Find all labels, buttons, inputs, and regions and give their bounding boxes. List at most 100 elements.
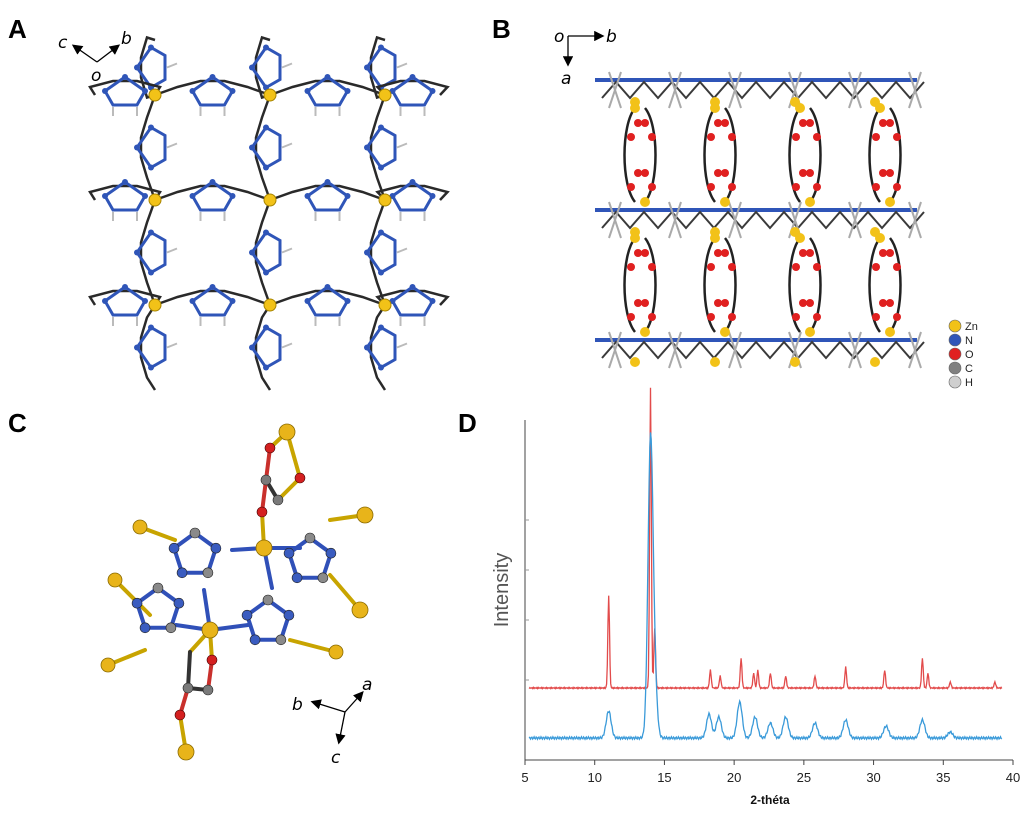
zn-atom	[630, 357, 640, 367]
o-atom	[728, 263, 736, 271]
zn-atom	[640, 197, 650, 207]
ring-atom	[189, 527, 201, 539]
n-atom	[148, 269, 154, 276]
bond	[269, 289, 386, 307]
n-atom	[142, 298, 148, 304]
o-atom	[879, 249, 887, 257]
zn-atom	[255, 539, 273, 557]
ring	[365, 125, 397, 170]
pillar-bond	[623, 107, 637, 203]
triazole-ring	[286, 535, 334, 580]
h-bond	[848, 71, 862, 109]
zn-atom	[640, 327, 650, 337]
n-atom	[378, 324, 384, 331]
n-atom	[429, 298, 436, 304]
h-bond	[166, 342, 178, 349]
bond	[186, 650, 192, 690]
o-atom	[872, 313, 880, 321]
panel-label-a: A	[8, 14, 27, 44]
zn-atom	[351, 601, 369, 619]
o-atom	[721, 299, 729, 307]
ring-atom	[262, 594, 274, 606]
x-tick-label: 10	[587, 770, 601, 785]
panel-label-d: D	[458, 408, 477, 438]
h-bond	[728, 71, 742, 109]
bond	[369, 35, 386, 100]
c-atom	[182, 682, 194, 694]
x-tick-label: 25	[797, 770, 811, 785]
o-atom	[792, 133, 800, 141]
x-tick-label: 35	[936, 770, 950, 785]
ring-atom	[152, 582, 164, 594]
bond	[88, 184, 162, 201]
o-atom	[879, 169, 887, 177]
ring	[103, 75, 147, 107]
h-bond	[281, 142, 293, 149]
h-bond	[908, 331, 922, 369]
bond	[369, 94, 387, 201]
o-atom	[872, 133, 880, 141]
bond	[154, 289, 271, 307]
zn-atom	[875, 103, 885, 113]
pillar-bond	[788, 237, 802, 333]
n-atom	[229, 298, 236, 304]
o-atom	[714, 169, 722, 177]
o-atom	[627, 263, 635, 271]
n-atom	[324, 74, 331, 80]
pillar-bond	[868, 237, 882, 333]
zn-atom	[885, 197, 895, 207]
bond	[254, 35, 271, 100]
o-atom	[813, 183, 821, 191]
pillar-bond	[623, 237, 637, 333]
axis-b-label-b: b	[606, 27, 617, 47]
zn-atom	[148, 88, 162, 102]
legend-label: O	[965, 349, 974, 361]
o-atom	[721, 249, 729, 257]
o-atom	[648, 183, 656, 191]
zn-atom	[278, 423, 296, 441]
o-atom	[641, 119, 649, 127]
axis-c-label-a: c	[58, 33, 68, 53]
h-bond	[281, 247, 293, 254]
zn-atom	[148, 193, 162, 207]
series-line-red	[528, 387, 1003, 690]
ring-atom	[283, 609, 295, 621]
n-atom	[209, 74, 216, 80]
axis-b-label-a: b	[121, 29, 132, 49]
o-atom	[627, 313, 635, 321]
o-atom	[806, 119, 814, 127]
h-bond	[848, 331, 862, 369]
o-atom	[728, 183, 736, 191]
n-atom	[263, 269, 269, 276]
n-atom	[148, 164, 154, 171]
o-atom	[256, 506, 268, 518]
x-tick-label: 40	[1006, 770, 1020, 785]
n-atom	[249, 64, 255, 71]
x-ticks: 5 10 15 20 25 30 35 40	[521, 519, 1020, 785]
o-atom	[721, 119, 729, 127]
o-atom	[872, 263, 880, 271]
ring	[135, 325, 167, 370]
zn-atom	[132, 519, 148, 535]
h-bond	[668, 331, 682, 369]
panel-label-c: C	[8, 408, 27, 438]
ring-atom	[325, 547, 337, 559]
layer-c	[601, 340, 925, 360]
legend-label: H	[965, 377, 973, 389]
ring-atom	[168, 542, 180, 554]
zn-atom	[720, 327, 730, 337]
ring	[305, 180, 350, 212]
zn-atom	[328, 644, 344, 660]
layer-c	[601, 210, 925, 230]
ring	[305, 285, 350, 317]
n-atom	[209, 284, 216, 290]
x-tick-label: 20	[727, 770, 741, 785]
bond	[88, 289, 162, 306]
axis-c-label-c: c	[331, 748, 341, 768]
o-atom	[806, 299, 814, 307]
o-atom	[886, 299, 894, 307]
panel-label-b: B	[492, 14, 511, 44]
bond	[269, 79, 386, 97]
h-bond	[281, 62, 293, 69]
ring	[250, 230, 282, 275]
